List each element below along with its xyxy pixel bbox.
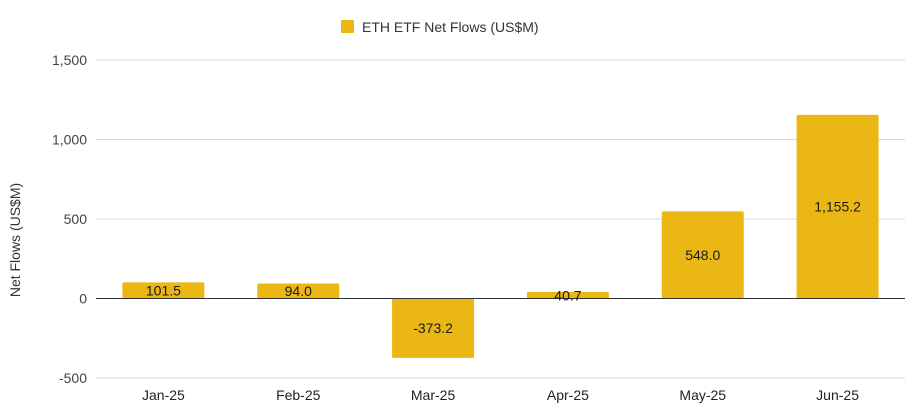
grid-lines: [96, 59, 905, 379]
bar: [796, 114, 879, 299]
x-tick-label: Mar-25: [411, 387, 456, 403]
y-tick-label: 500: [64, 211, 88, 227]
bar: [122, 282, 205, 299]
y-tick-label: 0: [79, 291, 87, 307]
bars: [122, 114, 879, 358]
bar-value-label: 1,155.2: [814, 199, 861, 215]
y-tick-label: -500: [59, 370, 87, 386]
legend: ETH ETF Net Flows (US$M): [341, 19, 539, 35]
y-tick-label: 1,500: [52, 52, 87, 68]
bar: [526, 292, 609, 299]
bar-value-label: 40.7: [554, 287, 581, 303]
bar-value-label: 101.5: [146, 282, 181, 298]
bar-value-label: -373.2: [413, 320, 453, 336]
y-axis-ticks: 1,500 1,000 500 0 -500: [52, 52, 87, 386]
bar-value-label: 94.0: [285, 283, 312, 299]
x-axis-ticks: Jan-25 Feb-25 Mar-25 Apr-25 May-25 Jun-25: [142, 387, 859, 403]
legend-swatch: [341, 20, 354, 33]
x-tick-label: Jun-25: [816, 387, 859, 403]
x-tick-label: May-25: [679, 387, 726, 403]
bar-value-label: 548.0: [685, 247, 720, 263]
legend-label: ETH ETF Net Flows (US$M): [362, 19, 539, 35]
bar: [257, 283, 340, 299]
y-tick-label: 1,000: [52, 132, 87, 148]
bar-value-labels: 101.5 94.0 -373.2 40.7 548.0 1,155.2: [146, 199, 861, 337]
x-tick-label: Feb-25: [276, 387, 321, 403]
bar: [392, 298, 475, 358]
bar: [661, 211, 744, 299]
y-axis-title: Net Flows (US$M): [7, 183, 23, 297]
x-tick-label: Apr-25: [547, 387, 589, 403]
x-tick-label: Jan-25: [142, 387, 185, 403]
